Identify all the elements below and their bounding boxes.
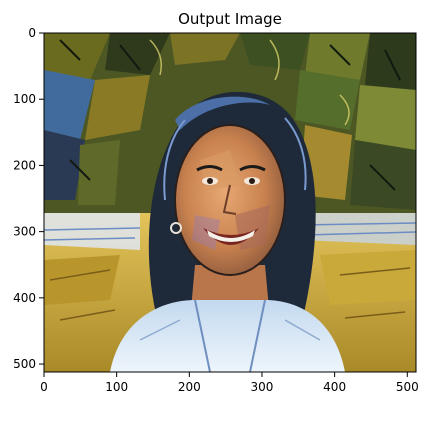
y-tick-label: 500	[13, 357, 36, 371]
x-axis: 0 100 200 300 400 500	[40, 372, 419, 394]
y-tick-label: 100	[13, 92, 36, 106]
earring	[170, 222, 182, 234]
face	[174, 124, 286, 276]
x-tick-label: 400	[323, 380, 346, 394]
x-tick-label: 100	[105, 380, 128, 394]
shirt	[110, 265, 345, 372]
x-tick-label: 200	[178, 380, 201, 394]
output-image	[44, 33, 416, 372]
y-axis: 0 100 200 300 400 500	[13, 26, 44, 371]
y-tick-label: 0	[28, 26, 36, 40]
foliage-background	[44, 33, 416, 210]
x-tick-label: 500	[396, 380, 419, 394]
y-tick-label: 400	[13, 291, 36, 305]
y-tick-label: 300	[13, 225, 36, 239]
x-tick-label: 0	[40, 380, 48, 394]
y-tick-label: 200	[13, 158, 36, 172]
x-tick-label: 300	[251, 380, 274, 394]
figure-title: Output Image	[178, 10, 282, 28]
image-frame	[43, 32, 417, 373]
